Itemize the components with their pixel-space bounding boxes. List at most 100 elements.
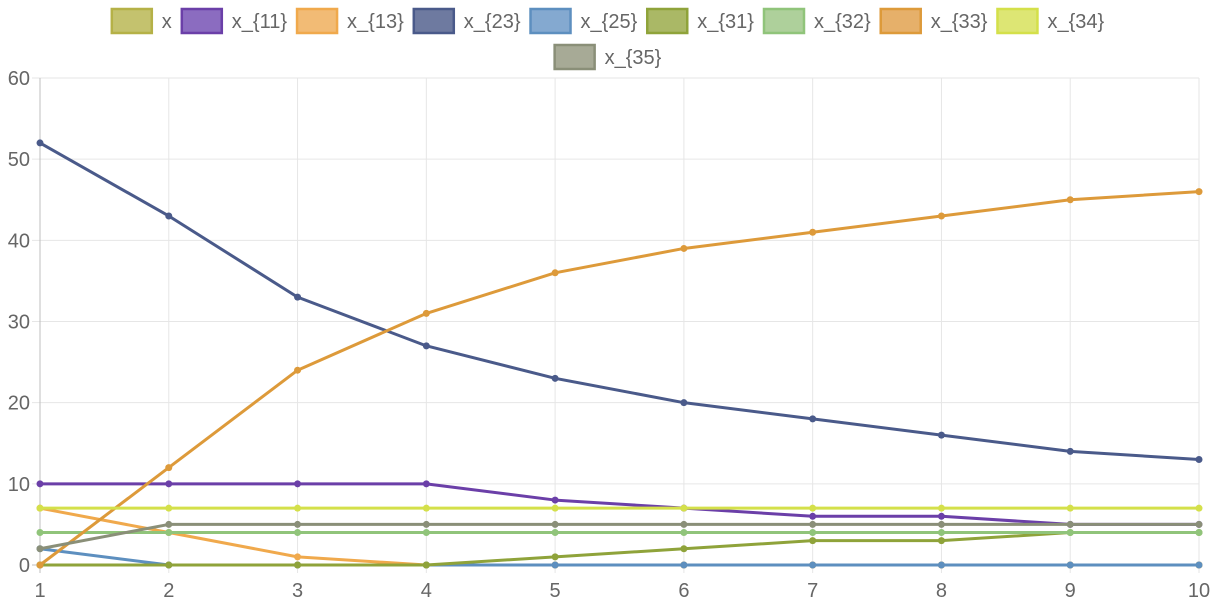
x-tick-label: 9 xyxy=(1065,580,1076,602)
legend-item[interactable]: x_{33} xyxy=(879,7,988,35)
legend-label: x_{11} xyxy=(232,11,288,33)
data-point[interactable] xyxy=(294,293,302,301)
data-point[interactable] xyxy=(422,520,430,528)
data-point[interactable] xyxy=(1066,529,1074,537)
data-point[interactable] xyxy=(165,561,173,569)
x-tick-label: 2 xyxy=(163,580,174,602)
data-point[interactable] xyxy=(36,545,44,553)
legend-item[interactable]: x_{25} xyxy=(529,7,638,35)
data-point[interactable] xyxy=(422,342,430,350)
data-point[interactable] xyxy=(551,529,559,537)
series-6 xyxy=(36,529,1203,537)
data-point[interactable] xyxy=(809,415,817,423)
x-tick-label: 6 xyxy=(678,580,689,602)
legend-item[interactable]: x xyxy=(110,7,172,35)
data-point[interactable] xyxy=(294,561,302,569)
data-point[interactable] xyxy=(809,537,817,545)
data-point[interactable] xyxy=(809,520,817,528)
data-point[interactable] xyxy=(937,537,945,545)
data-point[interactable] xyxy=(294,480,302,488)
data-point[interactable] xyxy=(165,480,173,488)
data-point[interactable] xyxy=(809,228,817,236)
series-line xyxy=(39,547,1199,567)
legend-item[interactable]: x_{31} xyxy=(646,7,754,35)
data-point[interactable] xyxy=(551,561,559,569)
data-point[interactable] xyxy=(937,431,945,439)
data-point[interactable] xyxy=(165,529,173,537)
data-point[interactable] xyxy=(422,529,430,537)
legend-item[interactable]: x_{32} xyxy=(762,7,871,35)
legend-swatch xyxy=(646,7,689,35)
data-point[interactable] xyxy=(680,529,688,537)
legend-item[interactable]: x_{11} xyxy=(180,7,288,35)
data-point[interactable] xyxy=(294,553,302,561)
data-point[interactable] xyxy=(937,512,945,520)
data-point[interactable] xyxy=(165,504,173,512)
data-point[interactable] xyxy=(422,309,430,317)
legend-item[interactable]: x_{13} xyxy=(295,7,404,35)
legend-swatch xyxy=(553,43,596,71)
data-point[interactable] xyxy=(680,545,688,553)
data-point[interactable] xyxy=(422,480,430,488)
x-tick-label: 1 xyxy=(34,580,45,602)
data-point[interactable] xyxy=(551,553,559,561)
y-tick-label: 20 xyxy=(8,393,30,415)
data-point[interactable] xyxy=(1066,520,1074,528)
legend-label: x_{23} xyxy=(464,11,521,33)
data-point[interactable] xyxy=(937,529,945,537)
data-point[interactable] xyxy=(680,244,688,252)
data-point[interactable] xyxy=(1195,455,1203,463)
legend-label: x_{34} xyxy=(1047,11,1104,33)
data-point[interactable] xyxy=(422,561,430,569)
data-point[interactable] xyxy=(422,504,430,512)
data-point[interactable] xyxy=(551,269,559,277)
legend-item[interactable]: x_{35} xyxy=(553,43,662,71)
legend-item[interactable]: x_{34} xyxy=(996,7,1105,35)
data-point[interactable] xyxy=(551,374,559,382)
data-point[interactable] xyxy=(680,520,688,528)
data-point[interactable] xyxy=(551,520,559,528)
data-point[interactable] xyxy=(36,561,44,569)
data-point[interactable] xyxy=(36,480,44,488)
data-point[interactable] xyxy=(809,504,817,512)
series-3 xyxy=(36,139,1203,463)
data-point[interactable] xyxy=(36,529,44,537)
legend-swatch xyxy=(295,7,339,35)
legend-swatch xyxy=(879,7,922,35)
data-point[interactable] xyxy=(809,529,817,537)
data-point[interactable] xyxy=(1066,196,1074,204)
data-point[interactable] xyxy=(294,520,302,528)
data-point[interactable] xyxy=(551,496,559,504)
data-point[interactable] xyxy=(165,520,173,528)
data-point[interactable] xyxy=(294,529,302,537)
data-point[interactable] xyxy=(1195,561,1203,569)
legend-label: x_{31} xyxy=(697,11,754,33)
data-point[interactable] xyxy=(937,520,945,528)
data-point[interactable] xyxy=(680,561,688,569)
data-point[interactable] xyxy=(1066,561,1074,569)
data-point[interactable] xyxy=(1066,504,1074,512)
data-point[interactable] xyxy=(1066,447,1074,455)
data-point[interactable] xyxy=(36,504,44,512)
data-point[interactable] xyxy=(937,561,945,569)
data-point[interactable] xyxy=(1195,529,1203,537)
data-point[interactable] xyxy=(165,464,173,472)
x-tick-label: 5 xyxy=(550,580,561,602)
data-point[interactable] xyxy=(294,366,302,374)
legend-item[interactable]: x_{23} xyxy=(412,7,521,35)
data-point[interactable] xyxy=(1195,188,1203,196)
data-point[interactable] xyxy=(294,504,302,512)
data-point[interactable] xyxy=(551,504,559,512)
data-point[interactable] xyxy=(165,212,173,220)
data-point[interactable] xyxy=(36,139,44,147)
data-point[interactable] xyxy=(680,399,688,407)
data-point[interactable] xyxy=(937,212,945,220)
y-axis: 0 10 20 30 40 50 60 xyxy=(8,68,30,577)
data-point[interactable] xyxy=(809,561,817,569)
x-tick-label: 10 xyxy=(1188,580,1210,602)
data-point[interactable] xyxy=(809,512,817,520)
data-point[interactable] xyxy=(937,504,945,512)
data-point[interactable] xyxy=(1195,504,1203,512)
data-point[interactable] xyxy=(680,504,688,512)
data-point[interactable] xyxy=(1195,520,1203,528)
